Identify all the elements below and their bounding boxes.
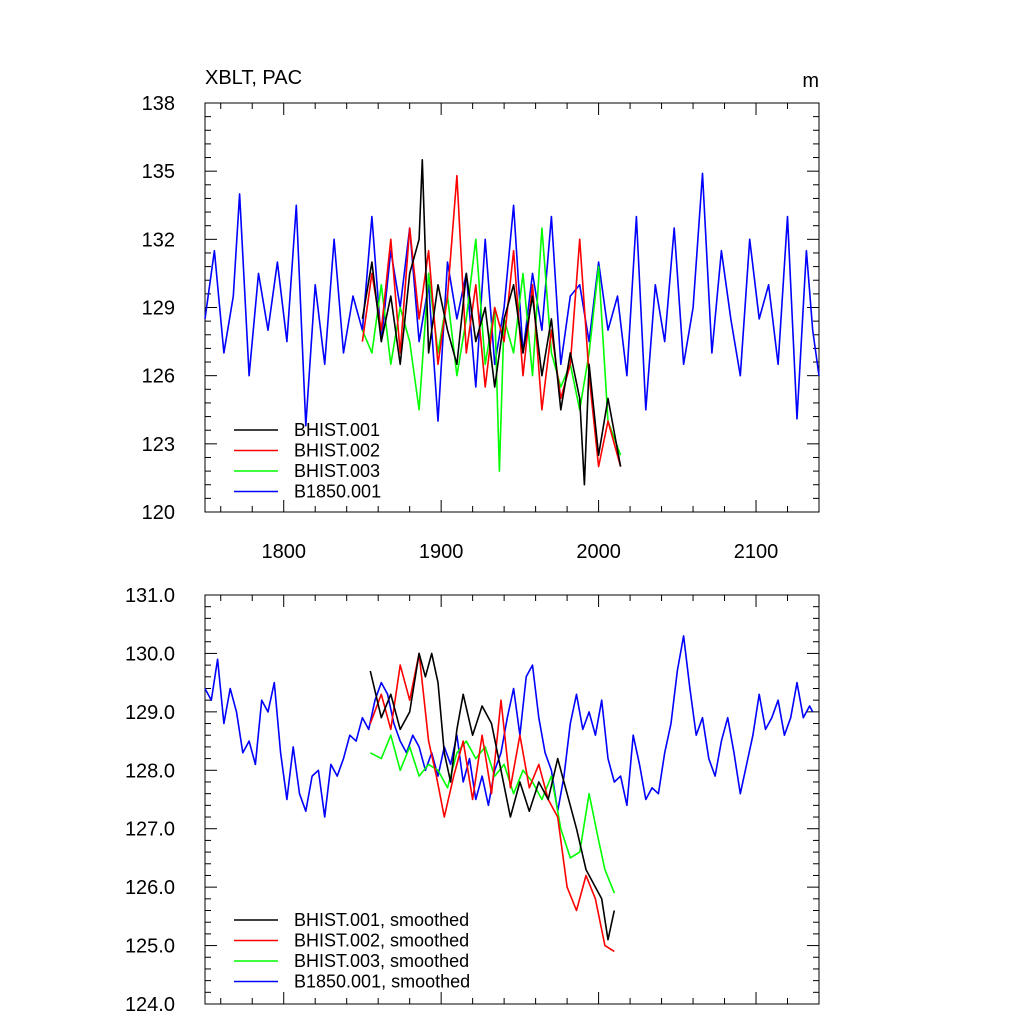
y-tick-label: 135 xyxy=(142,161,175,183)
y-tick-label: 125.0 xyxy=(125,936,175,958)
bottom-series-group xyxy=(204,635,814,953)
top-panel: XBLT, PAC m 120 123 126 129 132 135 138 1800 190… xyxy=(142,67,820,563)
y-tick-label: 131.0 xyxy=(125,585,175,607)
legend-label: BHIST.002 xyxy=(294,441,380,461)
bottom-plot-frame xyxy=(204,594,820,1005)
y-tick-label: 129 xyxy=(142,298,175,320)
y-tick-label: 123 xyxy=(142,434,175,456)
legend-label: B1850.001, smoothed xyxy=(294,972,470,992)
y-tick-label: 128.0 xyxy=(125,760,175,782)
series-line-bhist-001 xyxy=(361,159,622,486)
y-tick-label: 126.0 xyxy=(125,877,175,899)
series-line-bhist-002-smoothed xyxy=(369,652,615,953)
y-tick-label: 126 xyxy=(142,366,175,388)
series-line-b1850-001 xyxy=(204,172,820,427)
y-tick-label: 127.0 xyxy=(125,819,175,841)
legend-label: BHIST.002, smoothed xyxy=(294,931,469,951)
y-tick-label: 130.0 xyxy=(125,643,175,665)
y-tick-label: 120 xyxy=(142,502,175,524)
legend-label: BHIST.003, smoothed xyxy=(294,951,469,971)
series-line-bhist-003-smoothed xyxy=(369,734,616,894)
y-tick-label: 132 xyxy=(142,229,175,251)
legend-label: BHIST.003 xyxy=(294,461,380,481)
y-tick-label: 124.0 xyxy=(125,994,175,1016)
bottom-ticks: 124.0 125.0 126.0 127.0 128.0 129.0 130.0 131.0 xyxy=(125,585,820,1016)
x-tick-label: 2000 xyxy=(576,541,621,563)
x-tick-label: 1900 xyxy=(419,541,464,563)
top-chart-title: XBLT, PAC xyxy=(205,67,302,89)
top-series-group xyxy=(204,159,820,486)
series-line-bhist-001-smoothed xyxy=(369,652,616,941)
series-line-b1850-001-smoothed xyxy=(204,635,814,818)
legend-label: B1850.001 xyxy=(294,482,381,502)
legend-label: BHIST.001 xyxy=(294,420,380,440)
y-tick-label: 129.0 xyxy=(125,702,175,724)
x-tick-label: 2100 xyxy=(734,541,779,563)
top-units-label: m xyxy=(802,70,819,92)
bottom-panel: 124.0 125.0 126.0 127.0 128.0 129.0 130.0 131.0… xyxy=(125,585,820,1016)
x-tick-label: 1800 xyxy=(261,541,306,563)
y-tick-label: 138 xyxy=(142,93,175,115)
legend-label: BHIST.001, smoothed xyxy=(294,910,469,930)
